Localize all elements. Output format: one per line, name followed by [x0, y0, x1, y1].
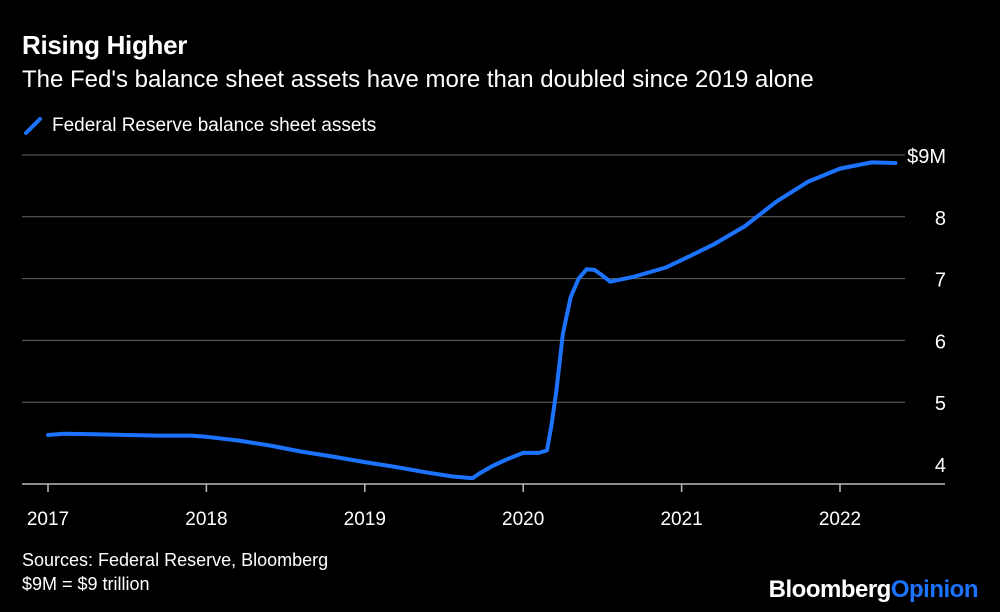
y-tick-label: $9M [907, 146, 946, 168]
legend-label: Federal Reserve balance sheet assets [52, 115, 377, 136]
brand-main: Bloomberg [768, 576, 892, 603]
x-tick-label: 2017 [27, 509, 69, 530]
y-tick-label: 8 [935, 208, 946, 230]
brand-accent: Opinion [890, 576, 979, 603]
source-note: Sources: Federal Reserve, Bloomberg $9M … [22, 548, 328, 596]
line-chart: 4 5 6 7 8 $9M 2017 2018 2019 2020 2021 2022 [22, 146, 946, 530]
series-line [46, 160, 898, 481]
unit-note: $9M = $9 trillion [22, 574, 150, 594]
x-tick-label: 2022 [819, 509, 861, 530]
x-tick-label: 2019 [344, 509, 386, 530]
y-tick-label: 7 [935, 270, 946, 292]
y-tick-label: 6 [935, 331, 946, 353]
chart-subtitle: The Fed's balance sheet assets have more… [22, 66, 814, 93]
bloomberg-opinion-logo: BloombergOpinion [768, 576, 979, 604]
y-tick-label: 4 [935, 455, 946, 477]
source-text: Sources: Federal Reserve, Bloomberg [22, 550, 329, 570]
x-tick-label: 2021 [660, 509, 702, 530]
y-tick-label: 5 [935, 393, 946, 415]
legend: Federal Reserve balance sheet assets [22, 115, 376, 137]
chart-title: Rising Higher [22, 30, 188, 60]
legend-line-icon [24, 117, 42, 135]
x-tick-label: 2020 [502, 509, 544, 530]
x-tick-label: 2018 [185, 509, 227, 530]
